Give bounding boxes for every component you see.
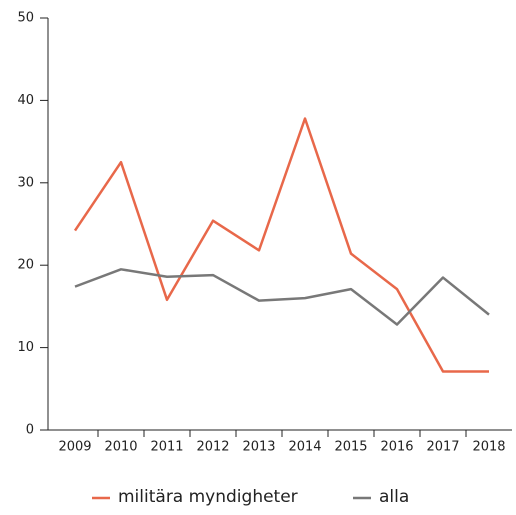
x-tick-label: 2011 xyxy=(150,440,183,455)
y-tick-label: 0 xyxy=(26,423,34,438)
x-tick-label: 2016 xyxy=(380,440,413,455)
x-tick-label: 2013 xyxy=(242,440,275,455)
x-tick-label: 2017 xyxy=(426,440,459,455)
legend-label: militära myndigheter xyxy=(118,487,298,507)
x-tick-label: 2009 xyxy=(58,440,91,455)
x-tick-label: 2018 xyxy=(472,440,505,455)
x-tick-label: 2015 xyxy=(334,440,367,455)
series-line xyxy=(73,117,489,373)
y-tick-label: 10 xyxy=(17,340,34,355)
series-line xyxy=(74,268,490,326)
x-tick-label: 2012 xyxy=(196,440,229,455)
y-tick-label: 50 xyxy=(17,11,34,26)
x-tick-label: 2014 xyxy=(288,440,321,455)
y-tick-label: 20 xyxy=(17,258,34,273)
legend-label: alla xyxy=(379,487,409,507)
x-tick-label: 2010 xyxy=(104,440,137,455)
y-tick-label: 40 xyxy=(17,93,34,108)
y-tick-label: 30 xyxy=(17,175,34,190)
